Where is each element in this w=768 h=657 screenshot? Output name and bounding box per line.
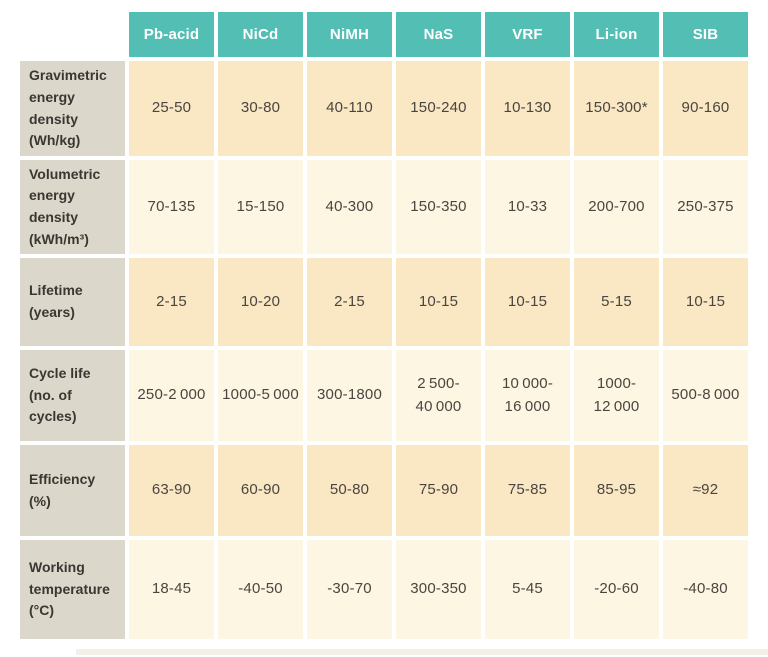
table-cell: 1000- 12 000 — [574, 350, 659, 441]
table-cell: 500-8 000 — [663, 350, 748, 441]
table-cell: 30-80 — [218, 61, 303, 156]
table-cell: 60-90 — [218, 445, 303, 536]
table-cell: -30-70 — [307, 540, 392, 639]
table-cell: ≈92 — [663, 445, 748, 536]
table-cell: 75-90 — [396, 445, 481, 536]
table-cell: 300-350 — [396, 540, 481, 639]
row-label-lifetime: Lifetime (years) — [20, 258, 125, 346]
table-cell: 150-300* — [574, 61, 659, 156]
table-cell: 90-160 — [663, 61, 748, 156]
table-cell: -40-80 — [663, 540, 748, 639]
corner-cell — [20, 12, 125, 57]
table-cell: 2 500- 40 000 — [396, 350, 481, 441]
column-header-nimh: NiMH — [307, 12, 392, 57]
column-header-li-ion: Li-ion — [574, 12, 659, 57]
column-header-pb-acid: Pb-acid — [129, 12, 214, 57]
column-header-vrf: VRF — [485, 12, 570, 57]
row-label-working-temperature: Working temperature (°C) — [20, 540, 125, 639]
table-cell: 250-375 — [663, 160, 748, 254]
table-row-volumetric-energy-density: Volumetric energy density (kWh/m³) 70-13… — [20, 160, 748, 254]
battery-comparison-table: Pb-acid NiCd NiMH NaS VRF Li-ion SIB Gra… — [16, 8, 752, 643]
table-cell: 10-15 — [396, 258, 481, 346]
row-label-efficiency: Efficiency (%) — [20, 445, 125, 536]
row-label-gravimetric-energy-density: Gravimetric energy density (Wh/kg) — [20, 61, 125, 156]
header-row: Pb-acid NiCd NiMH NaS VRF Li-ion SIB — [20, 12, 748, 57]
table-row-gravimetric-energy-density: Gravimetric energy density (Wh/kg) 25-50… — [20, 61, 748, 156]
table-cell: 25-50 — [129, 61, 214, 156]
table-cell: -20-60 — [574, 540, 659, 639]
table-cell: 150-350 — [396, 160, 481, 254]
table-row-lifetime: Lifetime (years) 2-15 10-20 2-15 10-15 1… — [20, 258, 748, 346]
row-label-volumetric-energy-density: Volumetric energy density (kWh/m³) — [20, 160, 125, 254]
table-cell: 75-85 — [485, 445, 570, 536]
table-row-working-temperature: Working temperature (°C) 18-45 -40-50 -3… — [20, 540, 748, 639]
table-row-efficiency: Efficiency (%) 63-90 60-90 50-80 75-90 7… — [20, 445, 748, 536]
table-cell: 10 000- 16 000 — [485, 350, 570, 441]
table-cell: 10-20 — [218, 258, 303, 346]
table-cell: 40-110 — [307, 61, 392, 156]
column-header-nas: NaS — [396, 12, 481, 57]
table-cell: 18-45 — [129, 540, 214, 639]
table-cell: 250-2 000 — [129, 350, 214, 441]
table-cell: 1000-5 000 — [218, 350, 303, 441]
table-cell: 40-300 — [307, 160, 392, 254]
table-cell: 10-33 — [485, 160, 570, 254]
table-cell: 15-150 — [218, 160, 303, 254]
table-cell: 5-45 — [485, 540, 570, 639]
column-header-sib: SIB — [663, 12, 748, 57]
table-cell: 5-15 — [574, 258, 659, 346]
table-cell: 50-80 — [307, 445, 392, 536]
table-cell: 63-90 — [129, 445, 214, 536]
table-cell: 70-135 — [129, 160, 214, 254]
table-cell: 85-95 — [574, 445, 659, 536]
page-bottom-divider — [76, 649, 768, 655]
table-cell: 10-15 — [663, 258, 748, 346]
table-cell: 200-700 — [574, 160, 659, 254]
table-cell: 2-15 — [129, 258, 214, 346]
table-cell: 150-240 — [396, 61, 481, 156]
table-row-cycle-life: Cycle life (no. of cycles) 250-2 000 100… — [20, 350, 748, 441]
row-label-cycle-life: Cycle life (no. of cycles) — [20, 350, 125, 441]
table-cell: 10-15 — [485, 258, 570, 346]
table-cell: 10-130 — [485, 61, 570, 156]
table-cell: -40-50 — [218, 540, 303, 639]
column-header-nicd: NiCd — [218, 12, 303, 57]
table-cell: 2-15 — [307, 258, 392, 346]
table-cell: 300-1800 — [307, 350, 392, 441]
